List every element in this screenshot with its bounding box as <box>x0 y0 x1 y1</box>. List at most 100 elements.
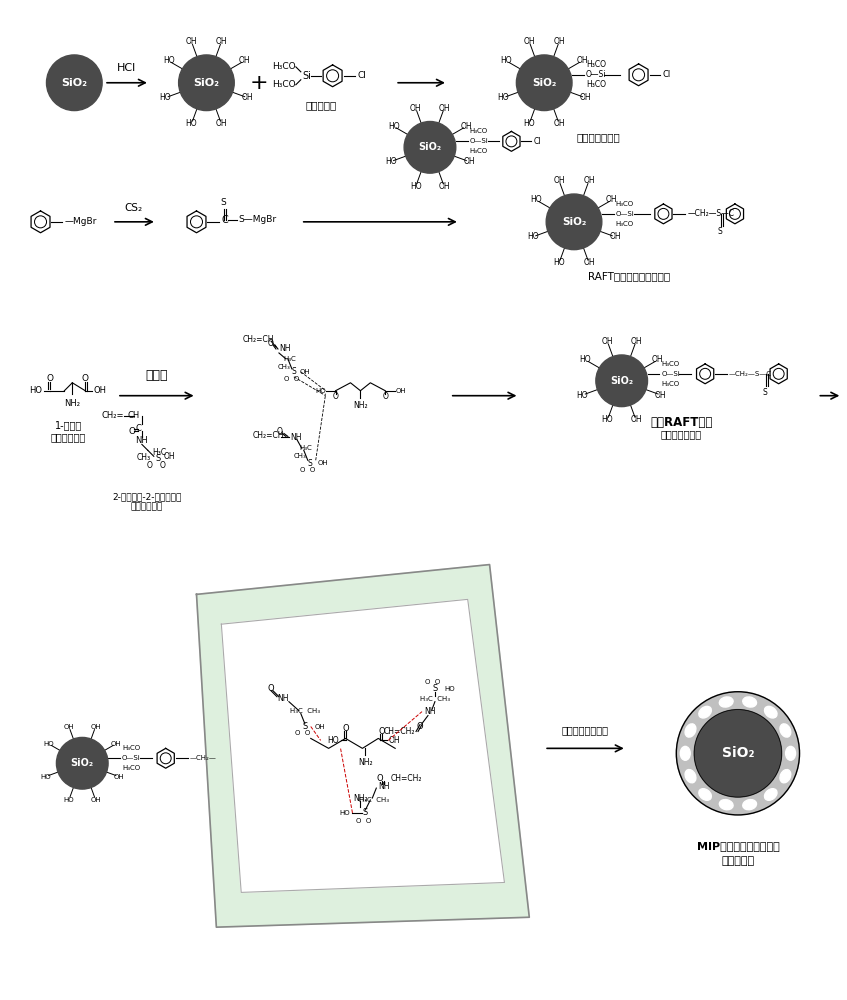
Text: Cl: Cl <box>357 71 366 80</box>
Text: OH: OH <box>655 391 667 400</box>
Text: C: C <box>136 424 141 433</box>
Text: OH: OH <box>609 232 621 241</box>
Text: H₃CO: H₃CO <box>586 80 606 89</box>
Text: NH₂: NH₂ <box>64 399 80 408</box>
Text: OH: OH <box>318 460 329 466</box>
Text: S: S <box>220 198 226 207</box>
Text: OH: OH <box>523 37 535 46</box>
Circle shape <box>404 121 456 173</box>
Text: O   O: O O <box>147 461 166 470</box>
Text: HO: HO <box>601 415 613 424</box>
Text: OH: OH <box>630 415 642 424</box>
Circle shape <box>179 55 235 111</box>
Text: （放大图）: （放大图） <box>722 856 755 866</box>
Text: OH: OH <box>90 797 101 803</box>
Text: HO: HO <box>340 810 351 816</box>
Text: NH₂: NH₂ <box>358 758 373 767</box>
Text: O: O <box>417 722 424 731</box>
Text: HO: HO <box>577 391 589 400</box>
Text: O: O <box>268 339 274 348</box>
Text: O—Si: O—Si <box>662 371 680 377</box>
Text: HO: HO <box>185 119 197 128</box>
Text: OH: OH <box>579 93 591 102</box>
Text: OH: OH <box>315 724 325 730</box>
Text: CH₂=CH: CH₂=CH <box>242 335 274 344</box>
Ellipse shape <box>699 789 711 800</box>
Text: HCl: HCl <box>118 63 136 73</box>
Text: OH: OH <box>410 104 422 113</box>
Circle shape <box>595 355 647 407</box>
Text: CH₂=: CH₂= <box>102 411 124 420</box>
Ellipse shape <box>743 697 756 707</box>
Text: —CH₂—S—C: —CH₂—S—C <box>729 371 772 377</box>
Text: S: S <box>291 367 296 376</box>
Ellipse shape <box>719 697 733 707</box>
Text: OH: OH <box>93 386 106 395</box>
Text: 1-谷氨酸
（模板分子）: 1-谷氨酸 （模板分子） <box>51 421 86 442</box>
Text: CH=CH₂: CH=CH₂ <box>390 774 422 783</box>
Text: NH₂: NH₂ <box>353 401 368 410</box>
Text: O—Si: O—Si <box>616 211 634 217</box>
Text: HO: HO <box>315 388 325 394</box>
Text: H₃C: H₃C <box>299 445 313 451</box>
Text: OH: OH <box>583 176 595 185</box>
Text: HO: HO <box>327 736 339 745</box>
Ellipse shape <box>680 746 690 760</box>
Text: —CH₂—S—C: —CH₂—S—C <box>687 209 734 218</box>
Text: 2-丙烯酰胺-2-甲基丙烯酸
（功能单体）: 2-丙烯酰胺-2-甲基丙烯酸 （功能单体） <box>112 492 181 511</box>
Text: S: S <box>302 722 307 731</box>
Text: O  O: O O <box>356 818 371 824</box>
Text: OH: OH <box>576 56 588 65</box>
Text: CH₃: CH₃ <box>278 364 291 370</box>
Text: NH: NH <box>379 782 390 791</box>
Text: OH: OH <box>388 736 400 745</box>
Text: OH: OH <box>185 37 197 46</box>
Text: OH: OH <box>439 182 450 191</box>
Text: SiO₂: SiO₂ <box>70 758 94 768</box>
Text: H₃C: H₃C <box>152 448 166 457</box>
Text: —MgBr: —MgBr <box>64 217 97 226</box>
Text: O: O <box>129 427 136 436</box>
Text: O—Si: O—Si <box>470 138 489 144</box>
Text: NH: NH <box>136 436 148 445</box>
Text: +: + <box>250 73 268 93</box>
Text: Cl: Cl <box>534 137 540 146</box>
Text: H₃CO: H₃CO <box>616 201 634 207</box>
Text: CH=CH₂: CH=CH₂ <box>384 727 415 736</box>
Text: H₃C  CH₃: H₃C CH₃ <box>290 708 320 714</box>
Text: HO: HO <box>385 157 396 166</box>
Ellipse shape <box>685 770 696 783</box>
Ellipse shape <box>765 789 777 800</box>
Text: S: S <box>307 459 313 468</box>
Text: OH: OH <box>163 452 175 461</box>
Ellipse shape <box>699 706 711 718</box>
Ellipse shape <box>685 724 696 737</box>
Polygon shape <box>197 565 529 927</box>
Text: NH₂: NH₂ <box>353 794 368 803</box>
Ellipse shape <box>765 706 777 718</box>
Text: OH: OH <box>216 37 227 46</box>
Text: OH: OH <box>300 369 311 375</box>
Text: 表面RAFT聚合: 表面RAFT聚合 <box>650 416 712 429</box>
Text: H₃C  CH₃: H₃C CH₃ <box>359 797 390 803</box>
Circle shape <box>47 55 102 111</box>
Text: MIP纳米膜涂层硒胶微球: MIP纳米膜涂层硒胶微球 <box>696 841 779 851</box>
Ellipse shape <box>780 770 791 783</box>
Text: NH: NH <box>277 694 289 703</box>
Text: OH: OH <box>439 104 450 113</box>
Text: CH: CH <box>128 411 140 420</box>
Text: SiO₂: SiO₂ <box>722 746 754 760</box>
Text: HO: HO <box>579 355 591 364</box>
Text: H₃CO: H₃CO <box>662 381 679 387</box>
Ellipse shape <box>780 724 791 737</box>
Polygon shape <box>221 599 505 892</box>
Text: CH₃: CH₃ <box>293 453 307 459</box>
Circle shape <box>517 55 572 111</box>
Text: C: C <box>221 215 228 225</box>
Text: HO: HO <box>43 741 54 747</box>
Text: HO: HO <box>41 774 51 780</box>
Text: HO: HO <box>523 119 535 128</box>
Text: H₃C: H₃C <box>284 356 296 362</box>
Text: OH: OH <box>460 122 472 131</box>
Text: O  O: O O <box>285 376 300 382</box>
